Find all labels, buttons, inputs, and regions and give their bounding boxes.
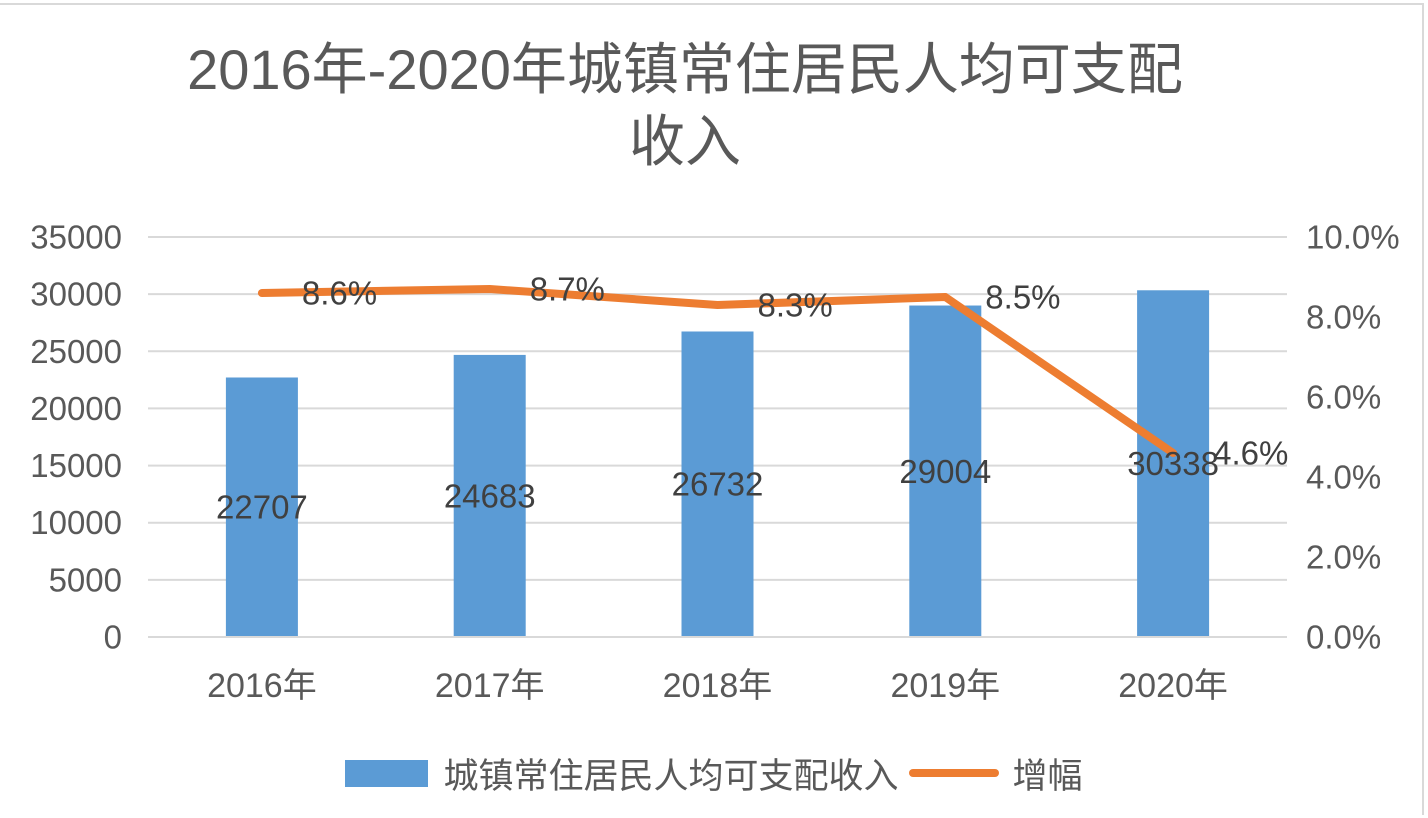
legend: 城镇常住居民人均可支配收入 增幅	[0, 752, 1428, 796]
growth-label-2016: 8.6%	[302, 275, 377, 312]
x-category-label-2017: 2017年	[435, 667, 545, 705]
growth-label-2017: 8.7%	[530, 271, 605, 308]
y-left-tick-label-35000: 35000	[30, 219, 122, 256]
x-category-label-2016: 2016年	[207, 667, 317, 705]
y-left-tick-label-15000: 15000	[30, 447, 122, 484]
income-bar-2019	[909, 305, 982, 637]
y-left-tick-label-20000: 20000	[30, 390, 122, 427]
income-bar-label-2016: 22707	[216, 489, 308, 526]
y-right-tick-label-2: 6.0%	[1306, 379, 1381, 416]
income-bar-2016	[225, 377, 298, 637]
growth-label-2018: 8.3%	[758, 287, 833, 324]
legend-item-income: 城镇常住居民人均可支配收入	[345, 748, 899, 799]
chart-title: 2016年-2020年城镇常住居民人均可支配收入	[187, 38, 1183, 173]
income-bar-label-2019: 29004	[899, 453, 991, 490]
growth-label-2020: 4.6%	[1213, 435, 1288, 472]
y-left-tick-label-0: 0	[104, 619, 122, 656]
legend-item-growth: 增幅	[899, 748, 1083, 799]
y-right-tick-label-0: 10.0%	[1306, 219, 1400, 256]
x-category-label-2019: 2019年	[890, 667, 1000, 705]
legend-swatch-income-bar	[345, 759, 429, 787]
income-bar-label-2017: 24683	[444, 477, 536, 514]
y-left-tick-label-10000: 10000	[30, 504, 122, 541]
growth-label-2019: 8.5%	[985, 279, 1060, 316]
growth-line	[257, 285, 1178, 457]
y-right-tick-label-4: 2.0%	[1306, 539, 1381, 576]
income-bar-2017	[453, 354, 526, 637]
income-bar-label-2018: 26732	[672, 466, 764, 503]
legend-label-growth: 增幅	[1012, 756, 1083, 796]
income-bar-2020	[1137, 290, 1210, 637]
y-left-tick-label-30000: 30000	[30, 276, 122, 313]
y-right-tick-label-3: 4.0%	[1306, 459, 1381, 496]
x-category-label-2018: 2018年	[663, 667, 773, 705]
y-right-tick-label-1: 8.0%	[1306, 299, 1381, 336]
x-category-label-2020: 2020年	[1118, 667, 1228, 705]
y-right-tick-label-5: 0.0%	[1306, 619, 1381, 656]
y-left-tick-label-25000: 25000	[30, 333, 122, 370]
income-bar-2018	[681, 331, 754, 637]
income-bar-label-2020: 30338	[1127, 445, 1219, 482]
chart-border	[0, 3, 1424, 815]
y-left-tick-label-5000: 5000	[49, 561, 122, 598]
legend-label-income: 城镇常住居民人均可支配收入	[443, 756, 899, 796]
legend-swatch-growth-line	[908, 769, 999, 777]
